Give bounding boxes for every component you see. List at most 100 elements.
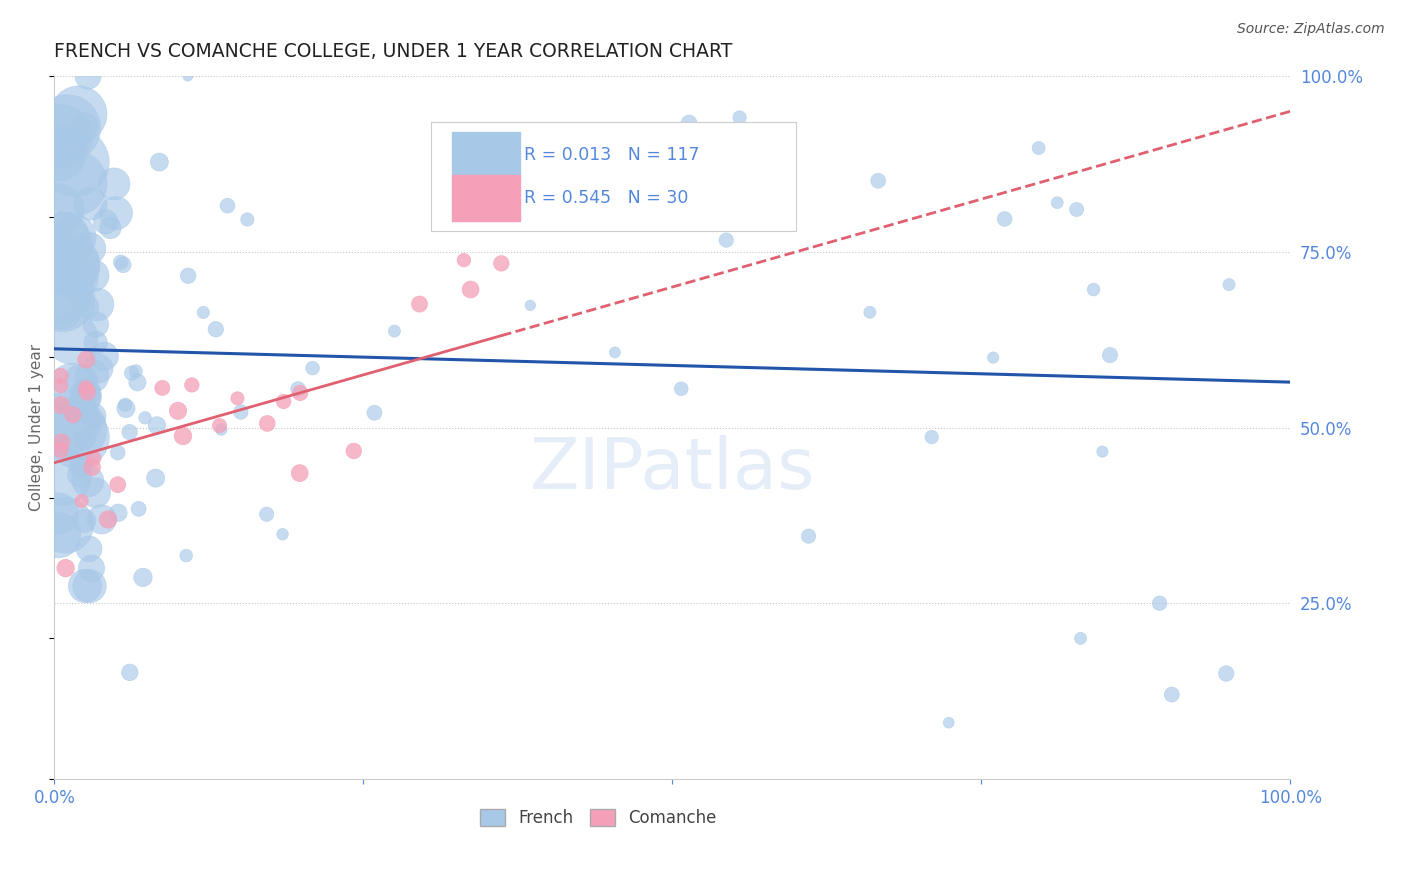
Point <box>150 381 173 395</box>
Point <box>66 430 89 444</box>
Point <box>70 373 93 387</box>
Point <box>82 451 104 466</box>
Point <box>797 529 820 543</box>
Point <box>118 665 141 680</box>
Point <box>76 385 98 400</box>
Point <box>69 459 91 474</box>
Point <box>65 422 87 436</box>
Point <box>671 382 693 396</box>
Point <box>107 477 129 491</box>
Point <box>1046 195 1069 210</box>
Point <box>94 215 117 229</box>
FancyBboxPatch shape <box>432 122 796 231</box>
Point <box>76 384 98 399</box>
Point <box>1070 632 1092 646</box>
Point <box>519 298 541 312</box>
Point <box>453 253 475 268</box>
Point <box>118 425 141 439</box>
Point <box>97 512 120 526</box>
Point <box>1083 283 1105 297</box>
Point <box>728 111 751 125</box>
Point <box>80 561 103 575</box>
Point <box>82 409 104 423</box>
Point <box>87 361 110 376</box>
Point <box>62 382 84 396</box>
Point <box>55 561 77 575</box>
Point <box>301 361 323 376</box>
Point <box>204 322 226 336</box>
Point <box>58 416 80 430</box>
Point <box>1028 141 1050 155</box>
Point <box>73 579 96 593</box>
Point <box>107 445 129 459</box>
Point <box>678 116 700 130</box>
Point <box>491 256 513 270</box>
Point <box>55 518 77 533</box>
Point <box>84 318 107 332</box>
Point <box>53 229 76 244</box>
Point <box>1091 444 1114 458</box>
Point <box>382 324 405 338</box>
Point <box>146 418 169 433</box>
Point <box>134 410 156 425</box>
Point <box>1149 596 1171 610</box>
Point <box>128 501 150 516</box>
Point <box>63 155 86 169</box>
Point <box>981 351 1004 365</box>
Point <box>77 541 100 556</box>
Point <box>49 378 72 392</box>
Point <box>100 221 122 235</box>
Point <box>56 121 79 136</box>
Point <box>79 242 101 256</box>
Point <box>52 293 75 307</box>
Point <box>127 376 149 390</box>
Point <box>69 467 91 482</box>
Point <box>75 352 97 367</box>
Point <box>80 460 103 475</box>
Point <box>49 443 72 458</box>
Point <box>65 270 87 285</box>
Point <box>859 305 882 319</box>
Point <box>226 392 249 406</box>
Point <box>408 297 430 311</box>
Point <box>58 258 80 272</box>
Text: R = 0.545   N = 30: R = 0.545 N = 30 <box>524 189 689 207</box>
FancyBboxPatch shape <box>453 176 520 221</box>
Point <box>208 418 231 433</box>
Point <box>46 506 69 520</box>
Legend: French, Comanche: French, Comanche <box>472 802 723 834</box>
Point <box>1066 202 1088 217</box>
Point <box>145 471 167 485</box>
Point <box>217 199 239 213</box>
Point <box>256 417 278 431</box>
Point <box>716 233 738 247</box>
Point <box>62 230 84 244</box>
Y-axis label: College, Under 1 year: College, Under 1 year <box>30 344 44 511</box>
Point <box>209 422 232 436</box>
Point <box>343 444 366 458</box>
Point <box>51 435 73 450</box>
Point <box>93 349 115 363</box>
Point <box>82 268 104 283</box>
Point <box>288 386 311 401</box>
Point <box>236 212 259 227</box>
Point <box>603 345 626 359</box>
Point <box>49 398 72 412</box>
Point <box>110 255 132 269</box>
Point <box>76 300 98 314</box>
Point <box>112 258 135 272</box>
Point <box>77 392 100 406</box>
Point <box>1160 688 1182 702</box>
Point <box>49 368 72 383</box>
Point <box>77 69 100 83</box>
Point <box>148 155 170 169</box>
Point <box>75 389 97 403</box>
Point <box>273 394 295 409</box>
Text: Source: ZipAtlas.com: Source: ZipAtlas.com <box>1237 22 1385 37</box>
Point <box>103 177 125 191</box>
Point <box>1218 277 1240 292</box>
Point <box>70 494 93 508</box>
Point <box>79 579 101 593</box>
Point <box>114 398 136 412</box>
Point <box>63 176 86 190</box>
